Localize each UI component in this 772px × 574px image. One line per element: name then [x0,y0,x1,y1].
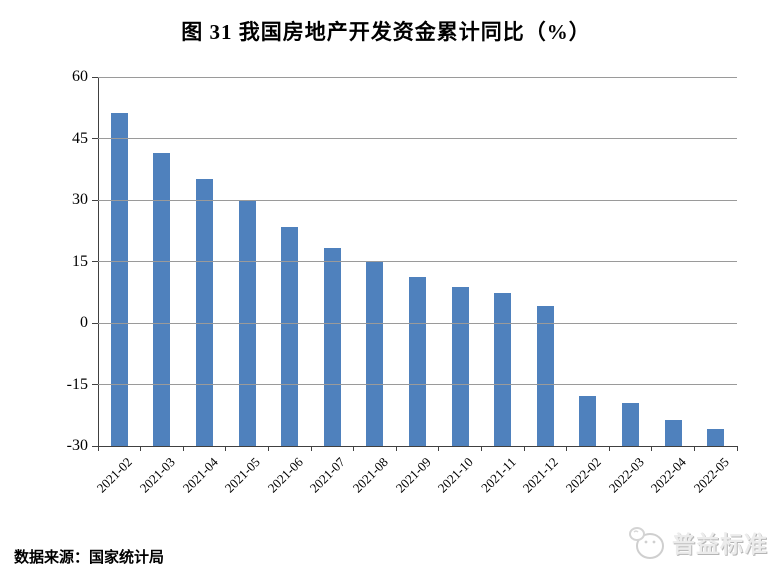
y-axis-label--30: -30 [66,437,88,454]
y-axis-label-15: 15 [72,252,88,270]
bar-2022-03 [622,403,639,446]
y-tick-15 [92,261,98,262]
y-tick-30 [92,199,98,201]
watermark-brand: 普益标准 [672,531,768,557]
bar-2021-02 [110,113,128,446]
x-tick-11 [566,446,568,451]
y-axis-label--15: -15 [66,375,88,393]
bar-2021-11 [494,293,512,446]
x-tick-6 [353,446,355,451]
y-axis-label-60: 60 [72,68,88,85]
y-axis-label-45: 45 [72,129,88,147]
y-tick-0 [92,322,98,324]
x-tick-2 [182,446,184,451]
bar-2021-12 [536,305,554,446]
gridline-45 [98,138,737,139]
x-tick-5 [310,446,312,451]
x-tick-15 [736,446,738,451]
x-tick-9 [480,446,482,451]
source-note: 数据来源：国家统计局 [14,550,165,566]
x-tick-7 [395,446,397,451]
y-tick--30 [92,445,98,447]
gridline-15 [98,261,737,262]
gridline--15 [98,384,737,385]
x-tick-1 [140,446,142,451]
gridline-30 [98,199,737,201]
x-tick-10 [523,446,525,451]
bar-2021-06 [281,226,299,446]
x-tick-12 [608,446,610,451]
bar-2022-02 [579,395,597,446]
chart-title: 图 31 我国房地产开发资金累计同比（%） [181,20,591,44]
x-tick-13 [651,446,653,451]
y-axis-label-0: 0 [80,314,88,331]
bar-2021-09 [409,277,426,446]
bar-2022-04 [664,419,682,446]
x-tick-3 [225,446,227,451]
bar-2021-10 [451,286,469,446]
bar-2022-05 [707,428,725,446]
y-tick-60 [92,76,98,78]
x-axis-line [98,446,737,447]
gridline-0 [98,322,737,324]
y-axis-label-30: 30 [72,191,88,208]
bar-2021-04 [196,178,213,446]
bar-2021-03 [153,153,171,446]
x-tick-0 [97,446,99,451]
x-tick-4 [267,446,269,451]
x-tick-8 [438,446,440,451]
y-tick-45 [92,138,98,139]
bar-2021-08 [366,262,384,446]
puyi-logo-icon [629,527,664,559]
gridline-60 [98,76,737,78]
x-tick-14 [693,446,695,451]
watermark: 普益标准 [628,522,768,562]
y-tick--15 [92,384,98,385]
bar-2021-07 [323,248,341,446]
